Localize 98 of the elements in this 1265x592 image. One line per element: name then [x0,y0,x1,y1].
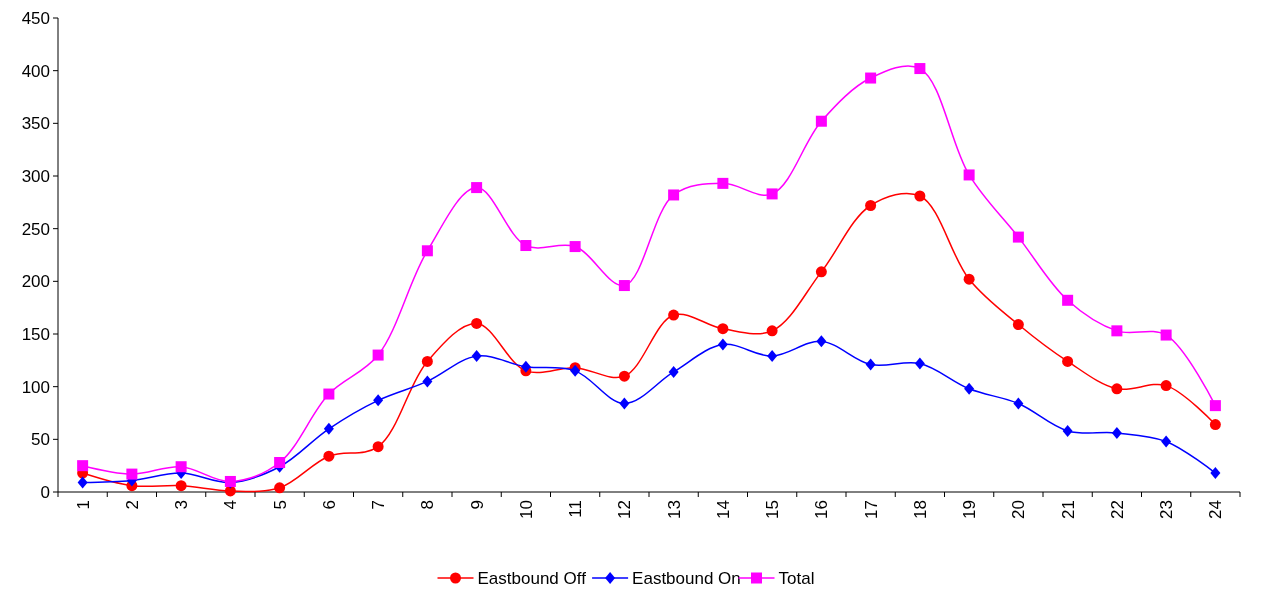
x-tick-label: 7 [369,500,389,510]
y-tick-label: 200 [21,272,50,292]
point [421,245,433,257]
x-tick-label: 5 [270,500,290,510]
x-tick-label: 18 [910,500,930,519]
y-tick-label: 0 [40,482,50,502]
legend-label: Total [778,568,815,588]
x-tick-label: 10 [516,500,536,519]
point [520,360,531,373]
point [668,309,680,321]
y-tick-label: 350 [21,114,50,134]
point [1012,319,1024,331]
point [323,422,334,435]
point [471,182,483,194]
point [1209,419,1221,431]
point [816,335,827,348]
point [1062,294,1074,306]
point [1160,380,1172,392]
point [1062,424,1073,437]
point [373,394,384,407]
x-tick-label: 11 [566,500,586,518]
x-tick-label: 23 [1157,500,1177,519]
point [372,441,384,453]
point [1111,427,1122,440]
point [323,450,335,462]
point [717,338,728,351]
y-tick-label: 50 [31,430,50,450]
point [1209,400,1221,412]
point [717,323,729,335]
point [815,115,827,127]
point [471,317,483,329]
point [1013,397,1024,410]
x-tick-label: 3 [172,500,192,510]
x-tick-label: 22 [1107,500,1127,519]
x-tick-label: 16 [812,500,832,519]
x-tick-label: 6 [319,500,339,510]
x-tick-label: 14 [713,500,733,519]
x-tick-label: 4 [221,500,241,510]
y-tick-label: 250 [21,219,50,239]
point [421,355,433,367]
point [569,241,581,253]
point [274,457,286,469]
point [1062,355,1074,367]
point [914,63,926,75]
point [619,397,630,410]
x-tick-label: 17 [861,500,881,519]
point [77,476,88,489]
x-tick-label: 1 [73,500,93,510]
point [1012,231,1024,243]
point [964,382,975,395]
point [914,357,925,370]
point [668,189,680,201]
point [865,199,877,211]
point [77,460,89,472]
point [1160,329,1172,341]
point [767,350,778,363]
x-tick-label: 15 [763,500,783,519]
y-tick-label: 300 [21,166,50,186]
x-tick-label: 21 [1058,500,1078,519]
x-tick-label: 20 [1009,500,1029,519]
point [1210,467,1221,480]
x-tick-label: 24 [1206,500,1226,519]
point [865,358,876,371]
point [717,177,729,189]
x-tick-label: 2 [122,500,142,510]
point [618,280,630,292]
point [520,240,532,252]
legend-label: Eastbound On [632,568,741,588]
x-tick-label: 19 [960,500,980,519]
x-tick-label: 8 [418,500,438,510]
y-tick-label: 450 [21,8,50,28]
x-tick-label: 12 [615,500,635,519]
point [1111,383,1123,395]
x-tick-label: 9 [467,500,487,510]
point [963,273,975,285]
point [471,350,482,363]
y-tick-label: 150 [21,324,50,344]
point [372,349,384,361]
point [1111,325,1123,337]
point [963,169,975,181]
y-tick-label: 400 [21,61,50,81]
point [175,480,187,492]
point [668,365,679,378]
point [175,461,187,473]
x-tick-label: 13 [664,500,684,519]
point [815,266,827,278]
point [865,72,877,84]
point [914,190,926,202]
point [766,325,778,337]
point [766,188,778,200]
point [323,388,335,400]
point [126,468,138,480]
point [422,375,433,388]
point [618,370,630,382]
point [274,482,286,494]
y-tick-label: 100 [21,377,50,397]
point [1161,435,1172,448]
legend-label: Eastbound Off [477,568,587,588]
